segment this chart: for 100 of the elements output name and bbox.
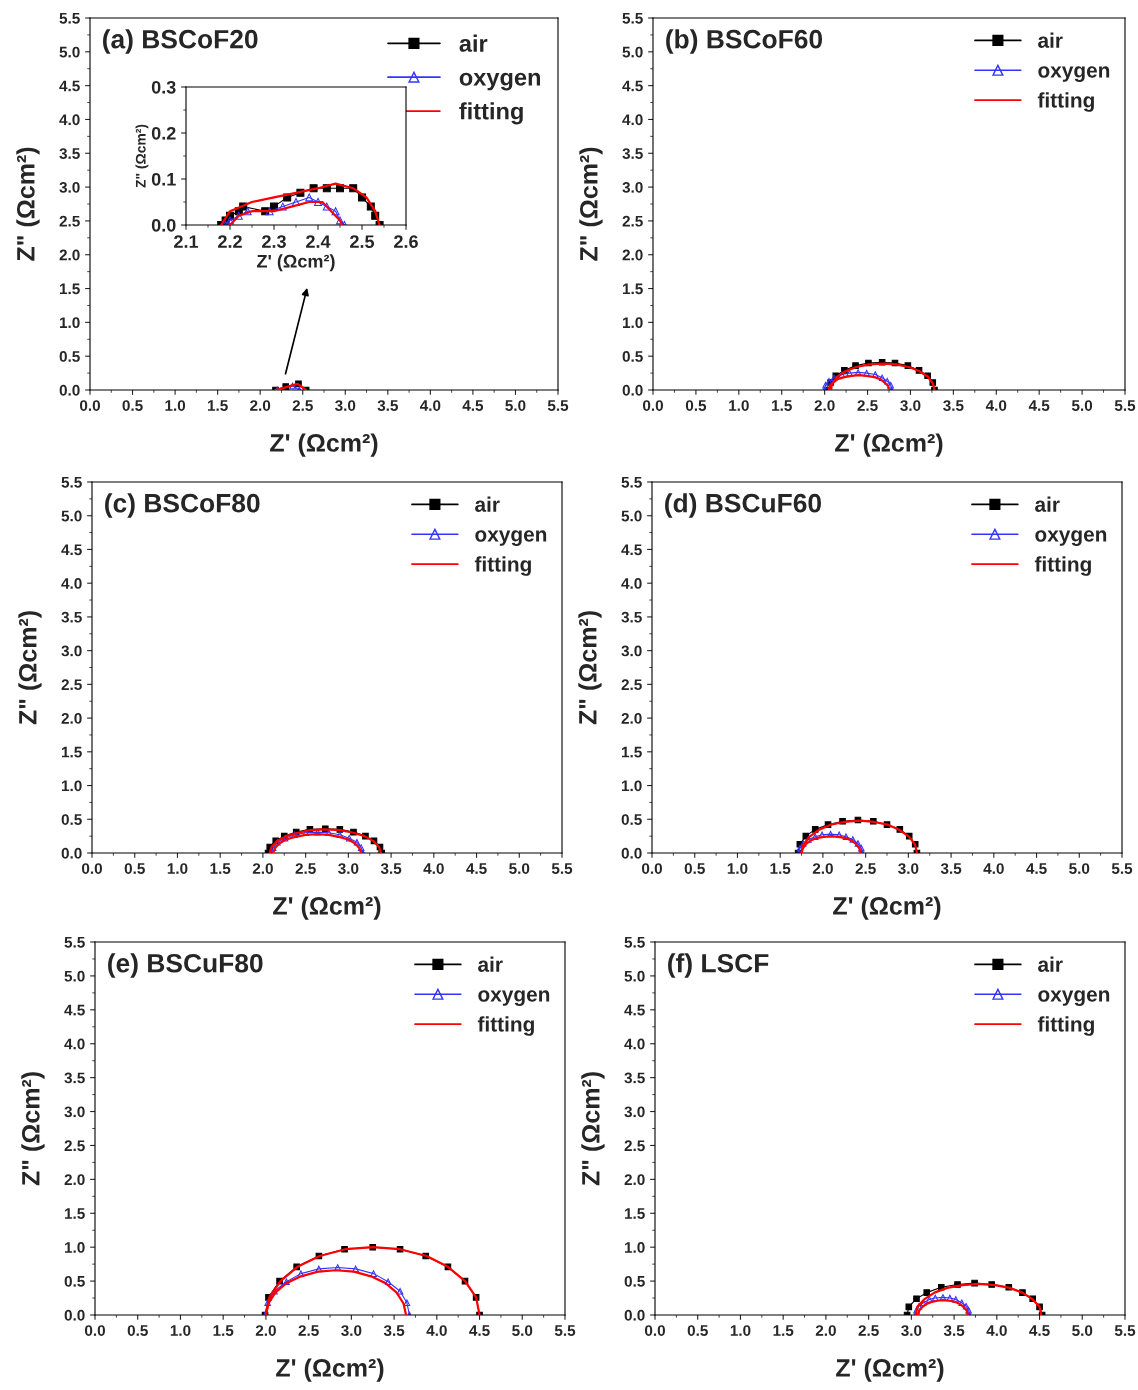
x-tick-label: 5.5 — [547, 400, 569, 411]
y-tick-label: 2.0 — [624, 1174, 645, 1186]
x-tick-label: 3.5 — [940, 863, 962, 874]
x-tick-label: 5.0 — [1072, 1325, 1093, 1336]
y-tick-label: 3.0 — [624, 1106, 645, 1118]
y-tick-label: 3.0 — [622, 181, 643, 193]
y-tick-label: 2.5 — [624, 1140, 645, 1152]
x-tick-label: 3.0 — [900, 400, 921, 411]
x-tick-label: 3.5 — [377, 400, 399, 411]
y-tick-label: 4.5 — [621, 544, 642, 556]
x-tick-label: 0.0 — [644, 1325, 665, 1336]
y-tick-label: 2.0 — [621, 712, 642, 724]
x-tick-label: 3.5 — [943, 1325, 965, 1336]
x-tick-label: 1.0 — [170, 1325, 191, 1336]
y-tick-label: 1.5 — [625, 1208, 645, 1219]
y-tick-label: 1.5 — [65, 1208, 85, 1219]
y-tick-label: 0.0 — [621, 847, 642, 859]
y-tick-label: 0.3 — [151, 80, 176, 94]
legend-label: air — [1038, 956, 1063, 972]
x-tick-label: 2.0 — [252, 863, 273, 874]
x-tick-label: 2.0 — [255, 1325, 276, 1336]
x-axis-title: Z' (Ωcm²) — [273, 896, 381, 920]
x-tick-label: 4.0 — [423, 863, 444, 874]
x-tick-label: 3.5 — [943, 400, 964, 411]
y-tick-label: 0.0 — [624, 1309, 645, 1321]
y-tick-label: 2.0 — [61, 712, 82, 724]
legend-label: oxygen — [475, 530, 547, 546]
y-tick-label: 4.0 — [59, 114, 80, 126]
chart-title: (e) BSCuF80 — [108, 953, 263, 978]
x-axis-title: Z' (Ωcm²) — [257, 254, 335, 272]
y-tick-label: 5.0 — [61, 510, 82, 522]
x-tick-label: 3.0 — [341, 1325, 362, 1336]
x-tick-label: 5.5 — [1114, 400, 1136, 411]
x-tick-label: 1.5 — [772, 400, 792, 411]
x-tick-label: 4.0 — [983, 863, 1004, 874]
x-tick-label: 3.0 — [898, 863, 919, 874]
x-tick-label: 2.5 — [295, 863, 316, 874]
legend-label: oxygen — [459, 72, 541, 91]
x-tick-label: 4.5 — [466, 863, 487, 874]
y-tick-label: 3.0 — [61, 645, 82, 657]
y-tick-label: 4.0 — [64, 1038, 85, 1050]
x-tick-label: 4.0 — [426, 1325, 447, 1336]
x-tick-label: 0.0 — [642, 400, 663, 411]
x-tick-label: 2.0 — [815, 1325, 836, 1336]
chart-title: (d) BSCuF60 — [665, 493, 821, 518]
x-tick-label: 4.5 — [469, 1325, 490, 1336]
y-tick-label: 4.0 — [621, 578, 642, 589]
y-tick-label: 3.0 — [64, 1106, 85, 1118]
y-tick-label: 0.0 — [64, 1309, 85, 1321]
y-tick-label: 2.0 — [622, 249, 643, 261]
x-tick-label: 2.3 — [262, 235, 286, 249]
x-axis-title: Z' (Ωcm²) — [836, 1358, 944, 1382]
y-tick-label: 1.5 — [623, 283, 643, 295]
y-tick-label: 1.0 — [60, 317, 80, 329]
y-tick-label: 4.0 — [61, 578, 82, 589]
y-tick-label: 1.0 — [625, 1242, 645, 1253]
x-tick-label: 1.0 — [729, 400, 749, 411]
y-tick-label: 0.0 — [151, 218, 176, 232]
x-tick-label: 0.5 — [685, 400, 707, 411]
y-tick-label: 5.0 — [64, 970, 85, 982]
y-tick-label: 4.5 — [64, 1004, 85, 1016]
y-tick-label: 5.5 — [621, 477, 642, 488]
legend-label: air — [475, 496, 500, 512]
x-tick-label: 2.0 — [814, 400, 835, 411]
legend-label: oxygen — [478, 990, 550, 1006]
x-tick-label: 5.0 — [1071, 400, 1093, 411]
chart-title: (f) LSCF — [668, 953, 769, 978]
y-axis-title: Z" (Ωcm²) — [21, 1072, 45, 1186]
x-axis-title: Z' (Ωcm²) — [833, 896, 941, 920]
x-tick-label: 2.0 — [812, 863, 833, 874]
legend-label: oxygen — [1038, 66, 1110, 82]
x-tick-label: 5.0 — [505, 400, 526, 411]
x-tick-label: 5.5 — [554, 1325, 576, 1336]
x-tick-label: 3.0 — [901, 1325, 922, 1336]
y-tick-label: 5.0 — [624, 970, 645, 982]
y-axis-title: Z" (Ωcm²) — [579, 147, 603, 261]
x-tick-label: 4.0 — [419, 400, 441, 411]
x-tick-label: 2.5 — [857, 400, 878, 411]
y-tick-label: 3.0 — [59, 181, 80, 193]
x-tick-label: 2.6 — [394, 235, 418, 248]
x-axis-title: Z' (Ωcm²) — [270, 433, 378, 457]
y-tick-label: 2.5 — [61, 679, 82, 691]
y-tick-label: 4.5 — [624, 1004, 645, 1016]
y-tick-label: 2.5 — [621, 679, 642, 691]
y-tick-label: 0.5 — [621, 814, 642, 825]
y-tick-label: 0.5 — [622, 351, 643, 362]
x-tick-label: 3.5 — [383, 1325, 405, 1336]
legend-label: fitting — [1034, 556, 1091, 576]
legend-label: air — [459, 34, 488, 52]
legend-label: air — [1038, 32, 1063, 48]
y-tick-label: 2.0 — [59, 249, 80, 261]
x-tick-label: 5.0 — [509, 863, 530, 874]
y-tick-label: 3.5 — [624, 1072, 645, 1084]
y-axis-title: Z" (Ωcm²) — [16, 147, 40, 261]
legend-label: oxygen — [1035, 530, 1107, 546]
y-tick-label: 3.5 — [622, 148, 643, 159]
y-tick-label: 0.2 — [151, 126, 176, 140]
y-tick-label: 1.5 — [60, 283, 80, 295]
x-axis-title: Z' (Ωcm²) — [276, 1358, 384, 1382]
y-tick-label: 0.0 — [59, 384, 80, 396]
